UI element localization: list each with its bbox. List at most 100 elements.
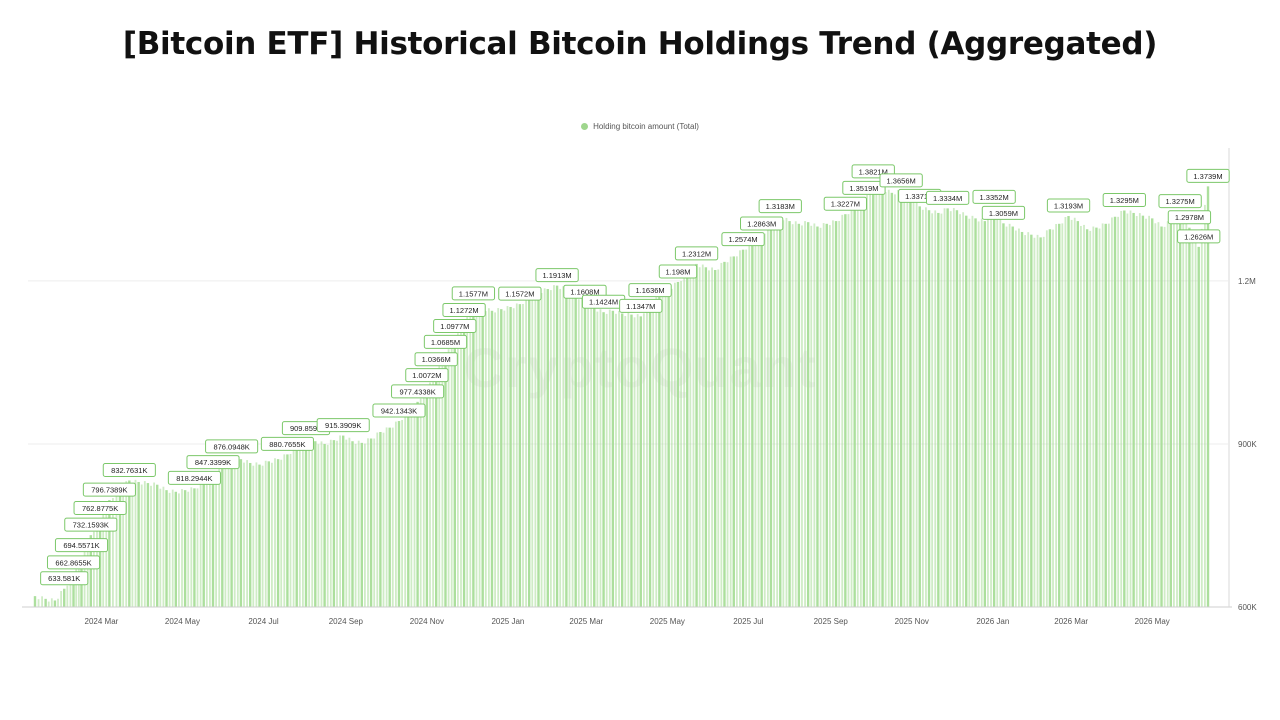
bar[interactable] <box>1014 230 1017 607</box>
bar[interactable] <box>822 223 825 608</box>
bar[interactable] <box>425 385 429 607</box>
bar[interactable] <box>419 398 422 607</box>
bar[interactable] <box>233 459 236 607</box>
bar[interactable] <box>1076 221 1080 607</box>
bar[interactable] <box>555 285 559 607</box>
bar[interactable] <box>317 444 320 607</box>
bar[interactable] <box>490 310 494 607</box>
bar[interactable] <box>574 294 577 607</box>
bar[interactable] <box>447 349 450 607</box>
bar[interactable] <box>404 412 407 607</box>
bar[interactable] <box>853 207 856 607</box>
bar[interactable] <box>481 308 484 607</box>
bar[interactable] <box>943 208 946 607</box>
bar[interactable] <box>639 316 642 607</box>
bar[interactable] <box>494 312 496 607</box>
bar[interactable] <box>227 458 230 607</box>
bar[interactable] <box>540 293 543 607</box>
bar[interactable] <box>105 504 108 607</box>
bar[interactable] <box>537 291 540 607</box>
bar[interactable] <box>264 460 267 607</box>
bar[interactable] <box>267 461 271 607</box>
bar[interactable] <box>98 518 102 607</box>
bar[interactable] <box>692 265 695 607</box>
bar[interactable] <box>711 267 713 607</box>
bar[interactable] <box>937 212 940 608</box>
bar[interactable] <box>444 352 447 607</box>
bar[interactable] <box>844 214 847 608</box>
bar[interactable] <box>394 421 397 607</box>
bar[interactable] <box>732 256 735 607</box>
bar[interactable] <box>1145 218 1147 607</box>
bar[interactable] <box>754 242 757 608</box>
bar[interactable] <box>949 211 952 607</box>
bar[interactable] <box>422 389 425 607</box>
bar[interactable] <box>475 307 478 607</box>
bar[interactable] <box>838 220 841 608</box>
bar[interactable] <box>992 207 996 608</box>
bar[interactable] <box>1002 223 1005 608</box>
bar[interactable] <box>549 290 552 607</box>
bar[interactable] <box>50 598 53 607</box>
bar[interactable] <box>37 599 40 607</box>
bar[interactable] <box>243 462 245 607</box>
bar[interactable] <box>1070 219 1073 607</box>
bar[interactable] <box>168 492 171 607</box>
bar[interactable] <box>466 317 469 607</box>
bar[interactable] <box>286 454 289 607</box>
bar[interactable] <box>360 442 363 607</box>
bar[interactable] <box>806 222 810 607</box>
bar[interactable] <box>1089 230 1092 608</box>
bar[interactable] <box>391 427 394 607</box>
bar[interactable] <box>884 192 887 607</box>
bar[interactable] <box>153 482 156 607</box>
bar[interactable] <box>298 446 301 607</box>
bar[interactable] <box>1206 186 1210 607</box>
bar[interactable] <box>977 221 980 607</box>
bar[interactable] <box>987 218 989 608</box>
bar[interactable] <box>769 226 773 607</box>
bar[interactable] <box>968 218 971 607</box>
bar[interactable] <box>856 206 859 608</box>
bar[interactable] <box>218 466 221 607</box>
bar[interactable] <box>41 596 43 607</box>
bar[interactable] <box>918 206 921 607</box>
bar[interactable] <box>108 500 111 607</box>
bar[interactable] <box>118 487 122 607</box>
bar[interactable] <box>577 299 580 607</box>
bar[interactable] <box>593 308 596 607</box>
bar[interactable] <box>469 307 472 607</box>
bar[interactable] <box>1092 226 1095 607</box>
bar[interactable] <box>509 306 512 607</box>
bar[interactable] <box>518 304 522 607</box>
bar[interactable] <box>952 207 955 608</box>
bar[interactable] <box>605 313 608 607</box>
bar[interactable] <box>782 220 785 607</box>
bar[interactable] <box>341 435 345 607</box>
bar[interactable] <box>429 382 431 607</box>
bar[interactable] <box>1073 217 1076 607</box>
bar[interactable] <box>788 221 791 607</box>
bar[interactable] <box>1197 246 1200 607</box>
bar[interactable] <box>159 488 162 607</box>
bar[interactable] <box>909 196 912 607</box>
bar[interactable] <box>438 366 441 607</box>
bar[interactable] <box>162 486 165 607</box>
bar[interactable] <box>955 210 959 608</box>
bar[interactable] <box>785 217 788 607</box>
bar[interactable] <box>1055 223 1058 608</box>
bar[interactable] <box>698 267 701 607</box>
bar[interactable] <box>1027 232 1030 608</box>
bar[interactable] <box>302 439 304 607</box>
bar[interactable] <box>351 441 354 607</box>
bar[interactable] <box>894 194 896 607</box>
bar[interactable] <box>1024 235 1027 607</box>
bar[interactable] <box>255 462 258 607</box>
bar[interactable] <box>897 189 899 608</box>
bar[interactable] <box>875 186 878 607</box>
bar[interactable] <box>999 216 1002 607</box>
bar[interactable] <box>717 269 720 607</box>
bar[interactable] <box>1204 204 1206 607</box>
bar[interactable] <box>1194 238 1197 607</box>
bar[interactable] <box>1163 226 1166 607</box>
